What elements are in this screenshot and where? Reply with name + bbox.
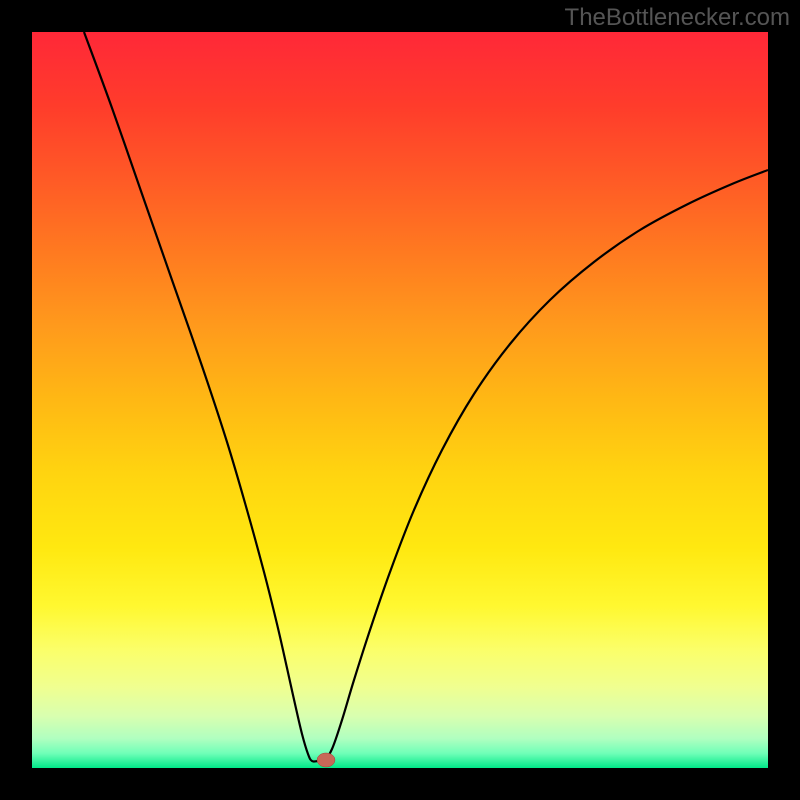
chart-background	[32, 32, 768, 768]
watermark-text: TheBottlenecker.com	[565, 4, 790, 32]
chart-svg	[32, 32, 768, 768]
chart-container: TheBottlenecker.com	[0, 0, 800, 800]
minimum-marker	[317, 753, 335, 767]
chart-plot-area	[32, 32, 768, 768]
